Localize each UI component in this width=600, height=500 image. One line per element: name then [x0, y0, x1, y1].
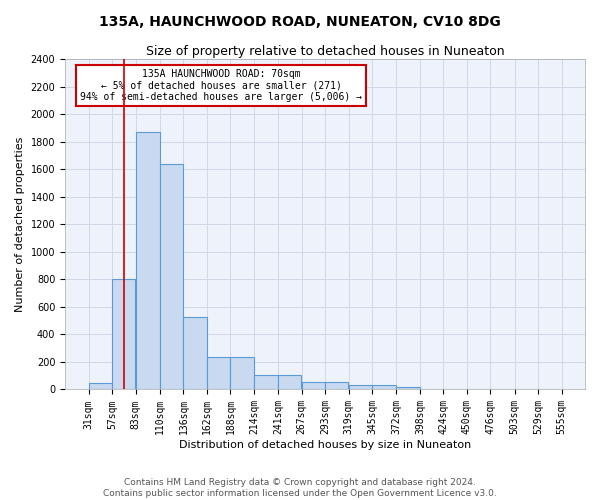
Bar	[184, 316, 206, 390]
Bar	[349, 386, 372, 390]
Bar	[89, 382, 112, 390]
Bar	[160, 164, 183, 390]
Bar	[397, 386, 419, 390]
Bar	[136, 132, 160, 390]
Text: 135A HAUNCHWOOD ROAD: 70sqm
← 5% of detached houses are smaller (271)
94% of sem: 135A HAUNCHWOOD ROAD: 70sqm ← 5% of deta…	[80, 69, 362, 102]
Text: Contains HM Land Registry data © Crown copyright and database right 2024.
Contai: Contains HM Land Registry data © Crown c…	[103, 478, 497, 498]
Bar	[254, 375, 278, 390]
Bar	[278, 375, 301, 390]
Text: 135A, HAUNCHWOOD ROAD, NUNEATON, CV10 8DG: 135A, HAUNCHWOOD ROAD, NUNEATON, CV10 8D…	[99, 15, 501, 29]
Title: Size of property relative to detached houses in Nuneaton: Size of property relative to detached ho…	[146, 45, 505, 58]
Y-axis label: Number of detached properties: Number of detached properties	[15, 136, 25, 312]
Bar	[207, 357, 230, 390]
Bar	[230, 357, 254, 390]
Bar	[325, 382, 349, 390]
X-axis label: Distribution of detached houses by size in Nuneaton: Distribution of detached houses by size …	[179, 440, 471, 450]
Bar	[372, 386, 396, 390]
Bar	[302, 382, 325, 390]
Bar	[112, 280, 136, 390]
